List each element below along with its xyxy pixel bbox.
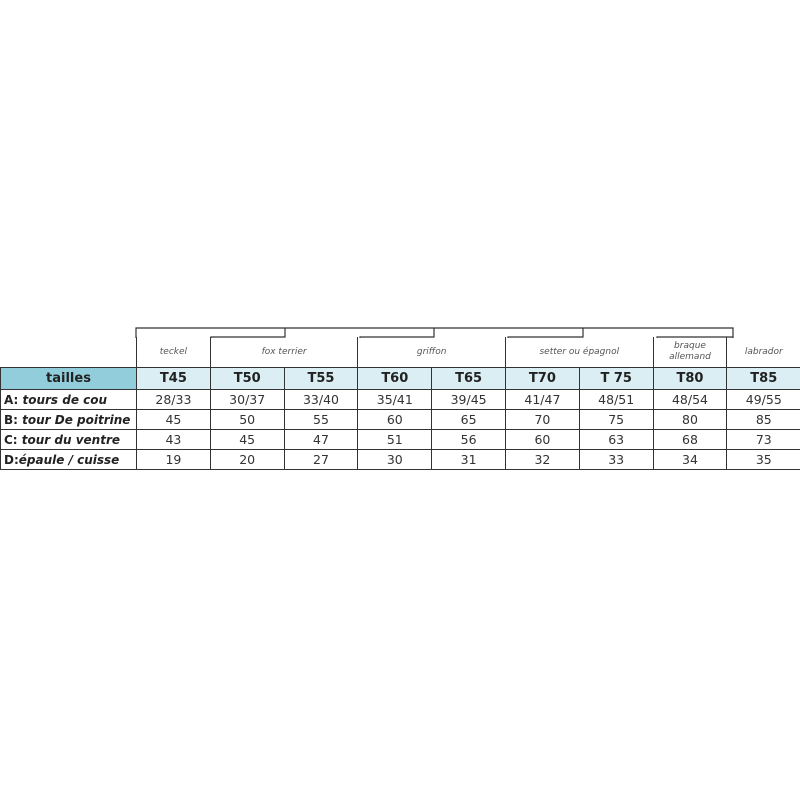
value-cell: 56: [431, 429, 506, 450]
value-cell: 80: [652, 409, 728, 430]
size-header: T55: [283, 367, 359, 390]
size-header: T45: [136, 367, 211, 390]
value-cell: 30/37: [209, 389, 285, 410]
size-header: T50: [209, 367, 285, 390]
row-label: C: tour du ventre: [0, 429, 137, 450]
value-cell: 48/51: [578, 389, 654, 410]
value-cell: 41/47: [505, 389, 580, 410]
size-header: T85: [726, 367, 800, 390]
table-row: B: tour De poitrine 45 50 55 60 65 70 75 80 85: [0, 409, 800, 430]
value-cell: 35: [726, 449, 800, 470]
value-cell: 85: [726, 409, 800, 430]
value-cell: 47: [283, 429, 359, 450]
blank-cell: [0, 337, 137, 368]
size-header: T65: [431, 367, 506, 390]
row-prefix: C:: [4, 432, 18, 447]
breed-cell: griffon: [357, 337, 506, 368]
value-cell: 33: [578, 449, 654, 470]
value-cell: 45: [209, 429, 285, 450]
value-cell: 50: [209, 409, 285, 430]
size-table: teckel fox terrier griffon setter ou épagno…: [0, 337, 800, 470]
breed-cell: setter ou épagnol: [505, 337, 654, 368]
row-label: B: tour De poitrine: [0, 409, 137, 430]
value-cell: 70: [505, 409, 580, 430]
row-label-text: tour De poitrine: [17, 412, 131, 427]
row-prefix: B:: [4, 412, 18, 427]
size-header: T80: [652, 367, 728, 390]
size-header-row: tailles T45 T50 T55 T60 T65 T70 T 75 T80 T85: [0, 367, 800, 390]
value-cell: 68: [652, 429, 728, 450]
value-cell: 28/33: [136, 389, 211, 410]
value-cell: 20: [209, 449, 285, 470]
value-cell: 75: [578, 409, 654, 430]
value-cell: 48/54: [652, 389, 728, 410]
size-header: T70: [505, 367, 580, 390]
row-prefix: D:: [4, 452, 19, 467]
value-cell: 45: [136, 409, 211, 430]
breed-cell: labrador: [726, 337, 800, 368]
value-cell: 27: [283, 449, 359, 470]
breed-cell: fox terrier: [209, 337, 359, 368]
value-cell: 63: [578, 429, 654, 450]
value-cell: 60: [357, 409, 433, 430]
value-cell: 73: [726, 429, 800, 450]
table-row: C: tour du ventre 43 45 47 51 56 60 63 68 73: [0, 429, 800, 450]
value-cell: 49/55: [726, 389, 800, 410]
value-cell: 51: [357, 429, 433, 450]
row-label-text: tour du ventre: [17, 432, 121, 447]
value-cell: 60: [505, 429, 580, 450]
value-cell: 65: [431, 409, 506, 430]
value-cell: 33/40: [283, 389, 359, 410]
tailles-header: tailles: [0, 367, 137, 390]
value-cell: 35/41: [357, 389, 433, 410]
row-prefix: A:: [4, 392, 19, 407]
value-cell: 39/45: [431, 389, 506, 410]
table-row: A: tours de cou 28/33 30/37 33/40 35/41 39/45…: [0, 389, 800, 410]
breed-row: teckel fox terrier griffon setter ou épagno…: [0, 337, 800, 368]
value-cell: 55: [283, 409, 359, 430]
value-cell: 19: [136, 449, 211, 470]
row-label: A: tours de cou: [0, 389, 137, 410]
value-cell: 43: [136, 429, 211, 450]
header-outline: [135, 327, 734, 338]
breed-cell: teckel: [136, 337, 211, 368]
breed-cell: braque allemand: [652, 337, 728, 368]
size-header: T60: [357, 367, 433, 390]
row-label-text: tours de cou: [18, 392, 108, 407]
value-cell: 30: [357, 449, 433, 470]
row-label: D:épaule / cuisse: [0, 449, 137, 470]
table-row: D:épaule / cuisse 19 20 27 30 31 32 33 34 35: [0, 449, 800, 470]
value-cell: 34: [652, 449, 728, 470]
row-label-text: épaule / cuisse: [18, 452, 120, 467]
value-cell: 31: [431, 449, 506, 470]
size-header: T 75: [578, 367, 654, 390]
value-cell: 32: [505, 449, 580, 470]
